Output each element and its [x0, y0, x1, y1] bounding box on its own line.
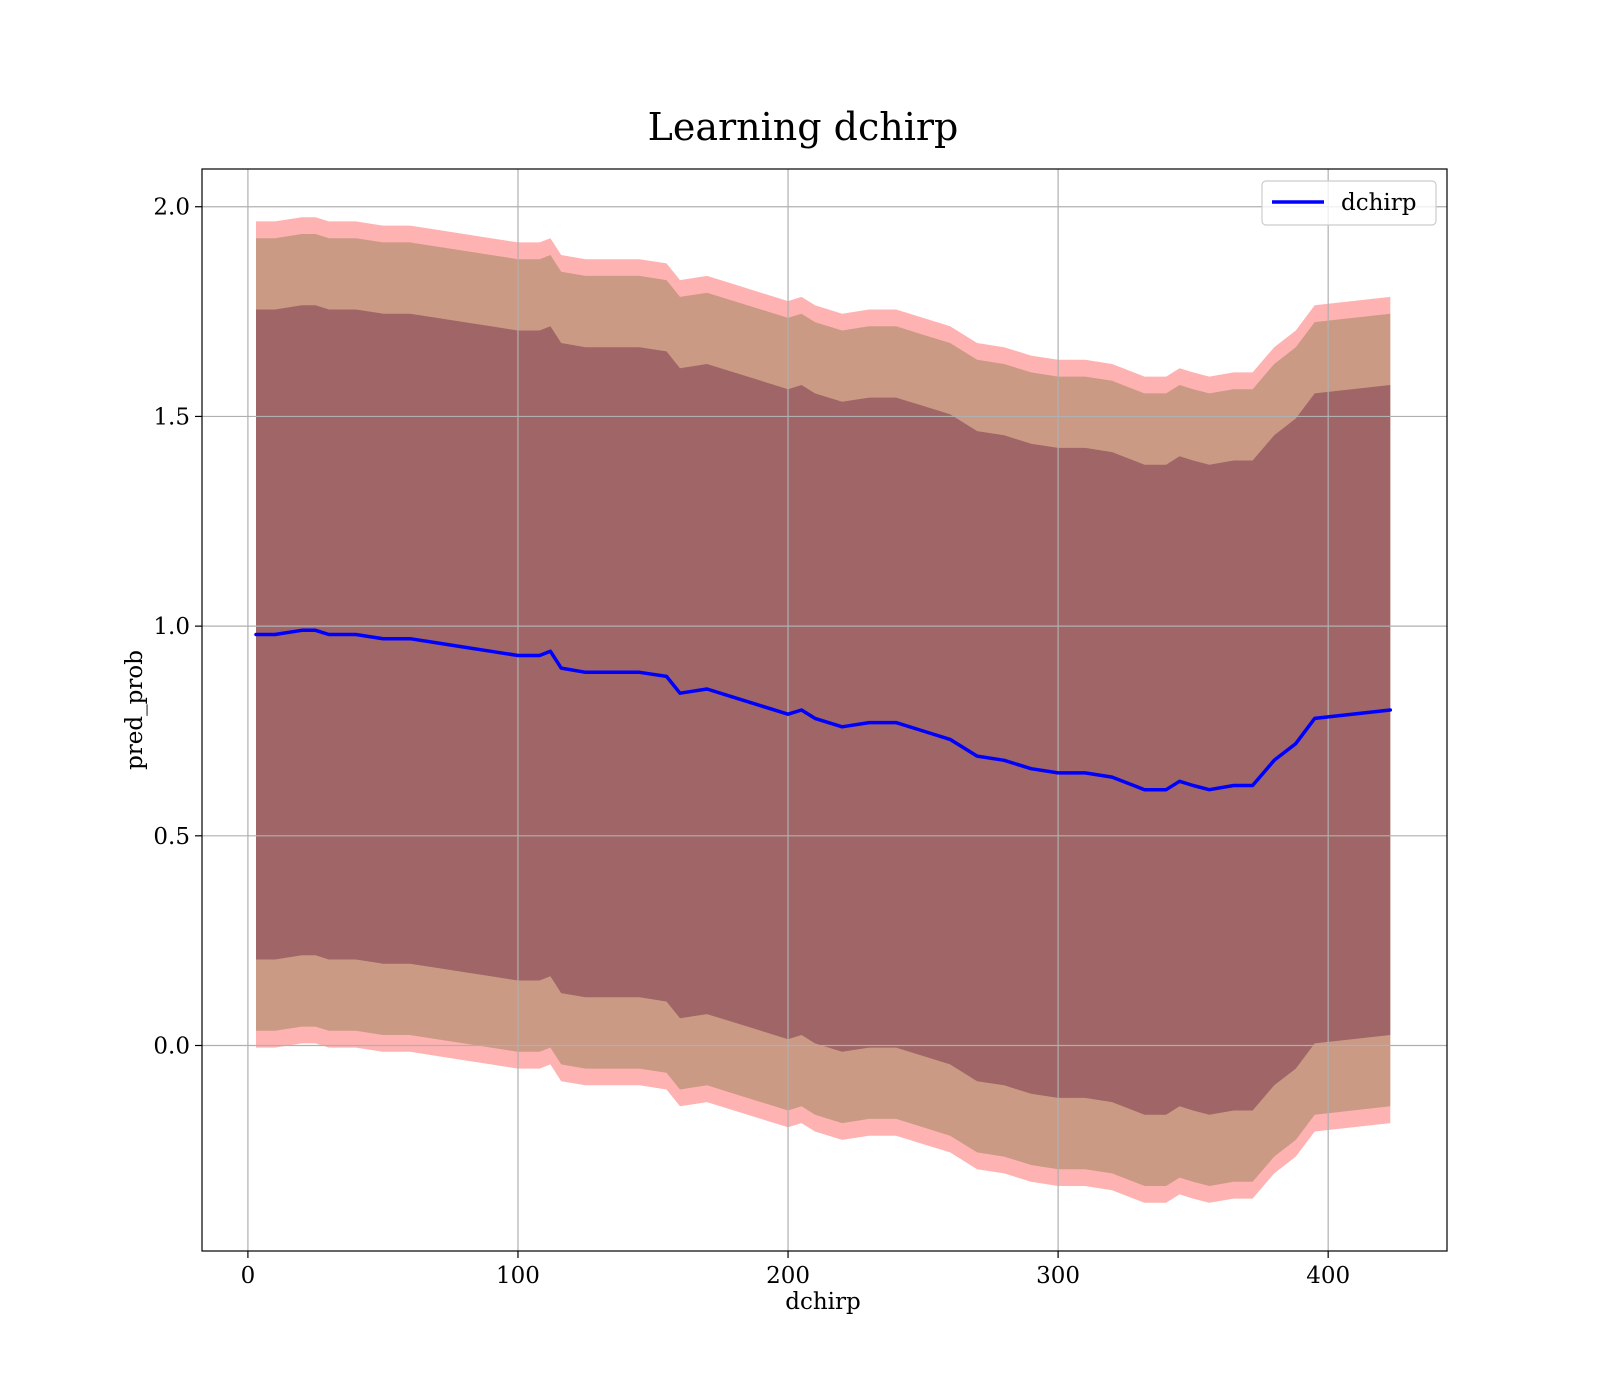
confidence-bands: [256, 217, 1391, 1203]
y-tick-label: 1.5: [153, 404, 190, 430]
grid: [202, 169, 1447, 1251]
y-tick-label: 0.5: [153, 824, 190, 850]
x-tick-label: 300: [1036, 1263, 1080, 1289]
x-tick-label: 0: [241, 1263, 256, 1289]
legend: dchirp: [1261, 180, 1437, 226]
y-tick-label: 0.0: [153, 1034, 190, 1060]
y-tick-label: 1.0: [153, 614, 190, 640]
x-tick-label: 400: [1306, 1263, 1350, 1289]
plot-frame: [201, 168, 1448, 1252]
legend-label-dchirp: dchirp: [1341, 190, 1417, 216]
axis-ticks: 0 100 200 300 400 0.0 0.5 1.0 1.5 2.0: [153, 195, 1350, 1289]
confidence-band-3: [256, 305, 1391, 1115]
y-tick-label: 2.0: [153, 195, 190, 221]
x-axis-label: dchirp: [785, 1289, 861, 1315]
series-lines: [254, 628, 1393, 792]
chart-title: Learning dchirp: [648, 105, 959, 149]
y-axis-label: pred_prob: [122, 650, 148, 770]
x-tick-label: 200: [766, 1263, 810, 1289]
x-tick-label: 100: [496, 1263, 540, 1289]
series-line-dchirp: [254, 628, 1393, 792]
legend-box: [1261, 180, 1437, 226]
